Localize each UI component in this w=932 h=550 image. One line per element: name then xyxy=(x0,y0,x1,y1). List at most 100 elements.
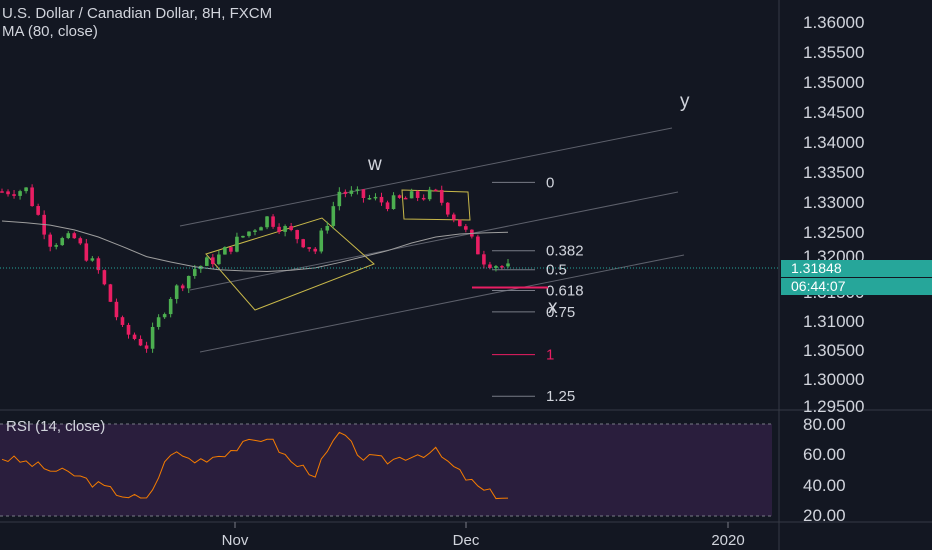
rsi-tick: 40.00 xyxy=(803,476,846,495)
candle-body xyxy=(78,238,83,244)
candle-body xyxy=(331,206,336,226)
fib-level-label: 0.618 xyxy=(546,282,584,299)
rsi-band xyxy=(0,424,772,516)
candle-body xyxy=(439,189,444,203)
candle-body xyxy=(223,247,227,255)
candle-body xyxy=(54,245,59,247)
candle-body xyxy=(186,275,191,289)
price-axis[interactable]: 1.36000 1.35500 1.35000 1.34500 1.34000 … xyxy=(803,13,864,416)
candle-body xyxy=(415,191,420,198)
candle-body xyxy=(295,230,299,240)
candle-body xyxy=(421,197,426,200)
candle-body xyxy=(445,202,450,215)
candle-body xyxy=(464,226,468,230)
candle-body xyxy=(192,269,197,276)
candle-body xyxy=(168,298,173,315)
candle-body xyxy=(391,195,396,210)
candle-body xyxy=(379,196,384,203)
price-tick: 1.35500 xyxy=(803,43,864,62)
time-label: Dec xyxy=(453,532,480,549)
rsi-axis[interactable]: 80.00 60.00 40.00 20.00 xyxy=(803,415,846,525)
candle-body xyxy=(217,254,221,265)
candle-body xyxy=(30,187,34,207)
last-price-tag: 1.31848 xyxy=(781,260,932,277)
candle-body xyxy=(277,226,281,232)
candle-body xyxy=(108,284,113,302)
channel-line-upper xyxy=(179,127,673,227)
candle-body xyxy=(132,334,137,339)
yellow-box-right-shape xyxy=(401,189,471,221)
candle-body xyxy=(253,230,257,232)
wave-label-y[interactable]: y xyxy=(680,91,690,112)
wave-label-x[interactable]: x xyxy=(548,297,558,318)
candle-body xyxy=(283,226,287,232)
price-tick: 1.29500 xyxy=(803,397,864,416)
rsi-tick: 80.00 xyxy=(803,415,846,434)
candle-body xyxy=(66,233,71,239)
candle-body xyxy=(397,195,402,198)
candle-body xyxy=(205,257,209,266)
yellow-box-right[interactable] xyxy=(401,189,471,221)
candle-body xyxy=(150,326,155,349)
chart-title: U.S. Dollar / Canadian Dollar, 8H, FXCM xyxy=(2,5,273,22)
price-tick: 1.31000 xyxy=(803,312,864,331)
fib-level-label: 1.25 xyxy=(546,388,575,405)
candle-body xyxy=(18,191,22,196)
candle-body xyxy=(48,234,52,247)
candle-body xyxy=(126,324,131,335)
candle-body xyxy=(60,238,65,246)
price-tick: 1.34000 xyxy=(803,133,864,152)
candle-body xyxy=(289,226,293,231)
price-tick: 1.33500 xyxy=(803,163,864,182)
candle-body xyxy=(162,314,167,318)
candle-body xyxy=(138,338,143,346)
candle-body xyxy=(235,236,239,252)
price-tick: 1.32500 xyxy=(803,223,864,242)
candle-body xyxy=(72,233,77,239)
candle-body xyxy=(385,202,390,210)
wave-label-w[interactable]: w xyxy=(367,154,382,175)
candle-body xyxy=(211,257,215,265)
candle-body xyxy=(114,301,119,318)
fib-level-label: 0 xyxy=(546,174,554,191)
candle-body xyxy=(325,225,330,231)
price-tick: 1.30000 xyxy=(803,370,864,389)
candle-body xyxy=(229,247,233,252)
fib-level-label: 1 xyxy=(546,347,554,364)
candle-body xyxy=(343,191,348,194)
candle-body xyxy=(120,317,125,325)
candle-body xyxy=(144,345,149,349)
candle-body xyxy=(500,266,504,268)
candle-body xyxy=(409,191,414,199)
candle-body xyxy=(174,285,179,299)
candle-body xyxy=(494,266,498,268)
ma-line[interactable] xyxy=(1,220,509,272)
candle-body xyxy=(403,197,408,200)
candle-body xyxy=(349,190,354,194)
candle-body xyxy=(90,258,95,261)
time-axis[interactable]: Nov Dec 2020 xyxy=(222,522,745,549)
time-label: Nov xyxy=(222,532,249,549)
candle-body xyxy=(36,206,40,215)
candle-body xyxy=(0,191,4,193)
candle-body xyxy=(84,243,89,261)
candle-body xyxy=(458,219,462,227)
candle-body xyxy=(433,189,438,192)
candle-body xyxy=(313,248,318,252)
rsi-line[interactable] xyxy=(1,431,509,500)
candle-body xyxy=(259,227,263,231)
rsi-legend[interactable]: RSI (14, close) xyxy=(6,418,106,435)
candle-body xyxy=(241,235,245,238)
candle-body xyxy=(96,258,101,271)
price-tick: 1.35000 xyxy=(803,73,864,92)
candle-body xyxy=(247,231,251,236)
grey-channel[interactable] xyxy=(179,127,685,353)
candle-body xyxy=(6,191,10,195)
candle-body xyxy=(451,214,456,220)
candle-body xyxy=(102,270,107,285)
ma-legend[interactable]: MA (80, close) xyxy=(2,23,98,40)
price-tick: 1.33000 xyxy=(803,193,864,212)
fib-extension[interactable]: 0 0.382 0.5 0.618 0.75 1 1.25 xyxy=(472,174,584,405)
candle-body xyxy=(271,216,275,227)
